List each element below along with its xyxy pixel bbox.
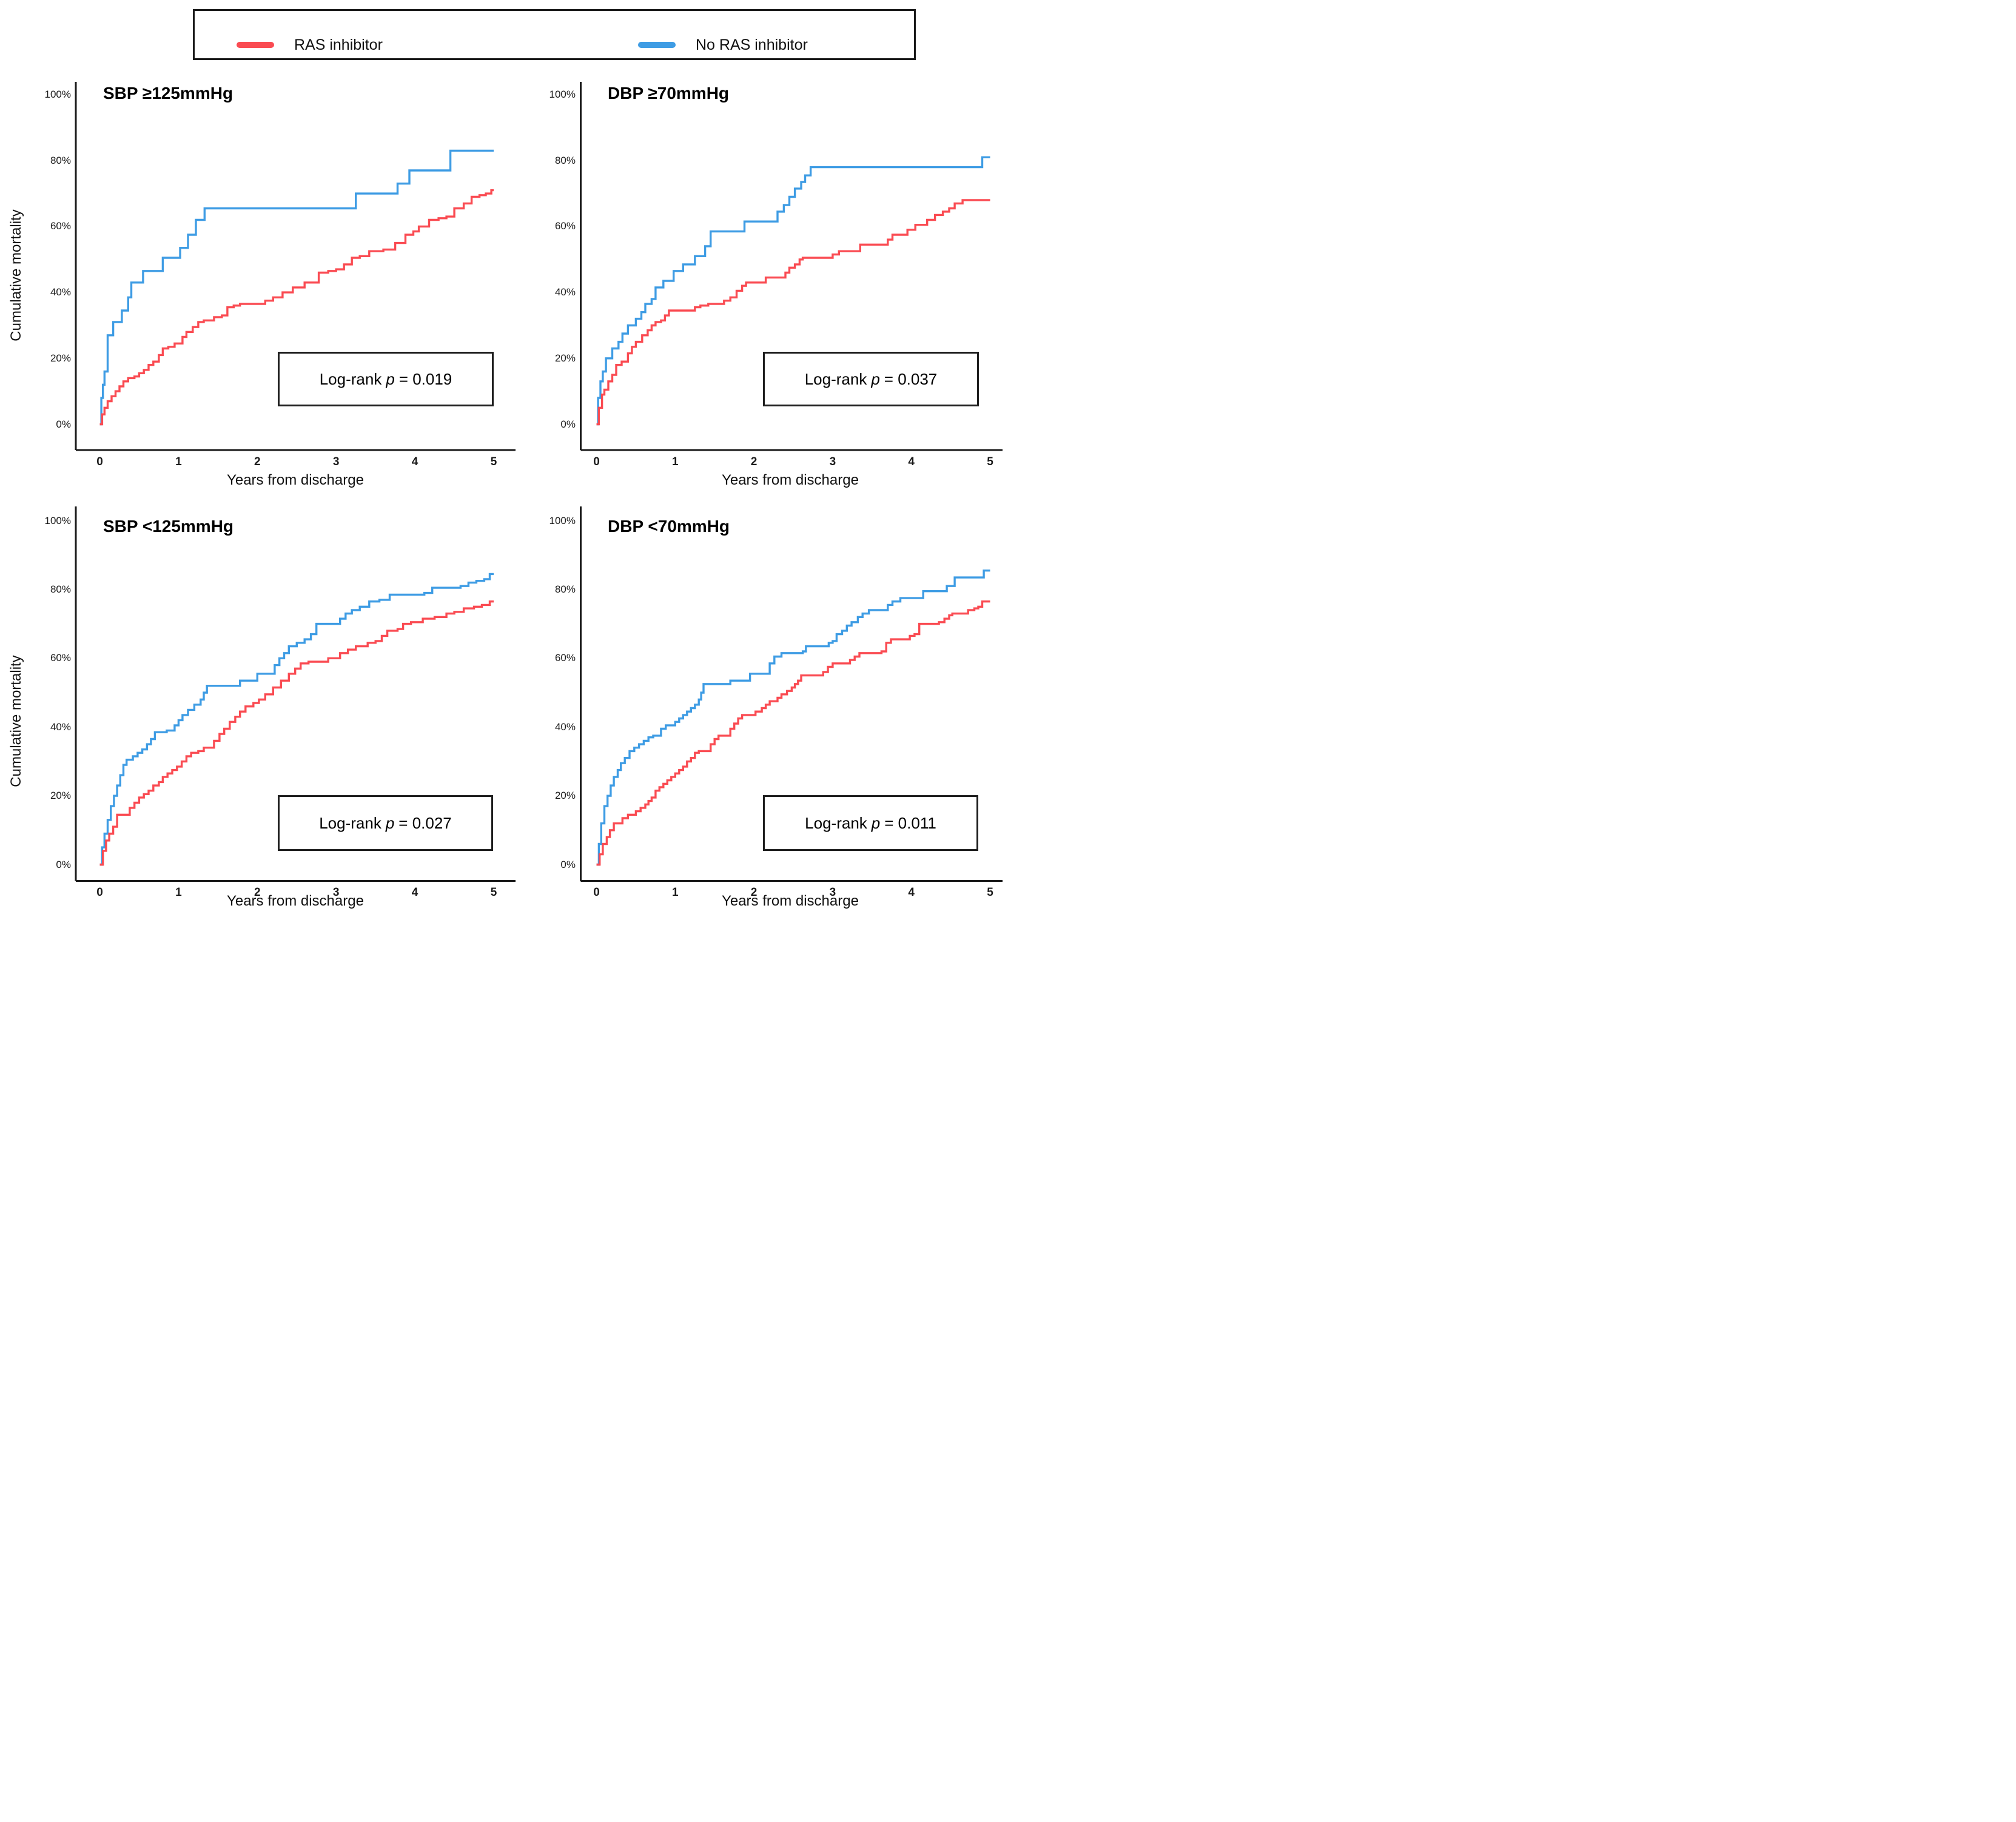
x-tick-label: 3 [332,886,340,899]
axis-lines [580,506,1003,882]
y-tick-label: 80% [554,154,576,166]
y-tick-label: 0% [560,418,576,430]
panel-2-pvalue-box: Log-rank p = 0.027 [278,795,493,851]
legend-item-no-ras: No RAS inhibitor [638,34,808,56]
x-tick-label: 3 [332,456,340,468]
x-tick-label: 0 [593,886,600,899]
y-tick-label: 40% [554,286,576,298]
axis-lines [75,82,516,451]
p-symbol: p [386,369,395,388]
no-ras-inhibitor-curve [99,149,494,426]
logrank-prefix: Log-rank [319,369,382,388]
y-tick-label: 40% [50,286,71,298]
x-tick-label: 5 [490,456,497,468]
x-tick-label: 3 [829,456,836,468]
y-tick-label: 20% [50,352,71,364]
panel-2-title: SBP <125mmHg [103,517,234,536]
no-ras-inhibitor-curve [596,156,990,426]
legend-item-ras: RAS inhibitor [237,34,383,56]
y-tick-label: 20% [554,352,576,364]
ras-inhibitor-curve [596,199,990,426]
x-tick-label: 0 [593,456,600,468]
logrank-prefix: Log-rank [319,813,381,832]
panel-0-svg [75,82,516,451]
p-value: = 0.019 [398,369,452,388]
y-tick-label: 0% [560,858,576,870]
x-tick-label: 5 [987,456,993,468]
y-tick-label: 60% [554,220,576,232]
x-tick-label: 2 [750,886,758,899]
y-tick-label: 80% [50,583,71,595]
legend-label-no-ras: No RAS inhibitor [696,36,808,53]
y-tick-label: 100% [549,514,576,526]
x-tick-label: 0 [96,886,103,899]
legend-box: RAS inhibitor No RAS inhibitor [193,9,916,60]
x-tick-label: 1 [672,886,679,899]
y-tick-label: 40% [50,721,71,733]
p-symbol: p [385,813,395,832]
ras-inhibitor-curve [596,600,990,866]
ras-line-swatch-icon [237,42,274,48]
p-value: = 0.027 [398,813,452,832]
x-tick-label: 3 [829,886,836,899]
y-tick-label: 100% [44,89,71,100]
y-tick-label: 0% [56,418,71,430]
y-tick-label: 20% [554,790,576,802]
y-tick-label: 100% [549,89,576,100]
no-ras-inhibitor-curve [99,573,494,866]
panel-1-svg [580,82,1003,451]
panel-3-pvalue-box: Log-rank p = 0.011 [763,795,978,851]
logrank-prefix: Log-rank [805,813,867,832]
x-tick-label: 5 [490,886,497,899]
y-tick-label: 20% [50,790,71,802]
panel-0-title: SBP ≥125mmHg [103,84,234,103]
panel-1-pvalue-box: Log-rank p = 0.037 [763,352,979,406]
panel-0-x-title: Years from discharge [227,472,364,488]
x-tick-label: 1 [672,456,679,468]
panel-3-svg [580,506,1003,882]
p-value: = 0.037 [884,369,938,388]
p-symbol: p [871,813,881,832]
panel-1-title: DBP ≥70mmHg [608,84,730,103]
x-tick-label: 2 [254,886,261,899]
x-tick-label: 2 [254,456,261,468]
legend-label-ras: RAS inhibitor [294,36,383,53]
ras-inhibitor-curve [99,189,494,426]
panel-0-pvalue-box: Log-rank p = 0.019 [278,352,494,406]
y-axis-title-top: Cumulative mortality [8,209,24,341]
y-tick-label: 60% [50,220,71,232]
x-tick-label: 2 [750,456,758,468]
panel-2-svg [75,506,516,882]
p-value: = 0.011 [884,813,936,832]
km-figure-canvas: RAS inhibitor No RAS inhibitor Cumulativ… [0,0,1008,911]
panel-2-x-title: Years from discharge [227,893,364,909]
y-tick-label: 60% [554,652,576,664]
y-tick-label: 60% [50,652,71,664]
y-tick-label: 80% [554,583,576,595]
x-tick-label: 4 [908,456,915,468]
no-ras-inhibitor-curve [596,570,990,866]
panel-3-title: DBP <70mmHg [608,517,730,536]
panel-1-x-title: Years from discharge [722,472,859,488]
y-tick-label: 100% [44,514,71,526]
panel-3-x-title: Years from discharge [722,893,859,909]
logrank-prefix: Log-rank [804,369,867,388]
y-tick-label: 80% [50,154,71,166]
x-tick-label: 0 [96,456,103,468]
x-tick-label: 4 [411,886,418,899]
axis-lines [580,82,1003,451]
x-tick-label: 5 [987,886,993,899]
p-symbol: p [871,369,880,388]
x-tick-label: 1 [175,456,182,468]
y-tick-label: 0% [56,858,71,870]
x-tick-label: 1 [175,886,182,899]
axis-lines [75,506,516,882]
x-tick-label: 4 [908,886,915,899]
x-tick-label: 4 [411,456,418,468]
y-axis-title-bottom: Cumulative mortality [8,655,24,787]
ras-inhibitor-curve [99,600,494,866]
y-tick-label: 40% [554,721,576,733]
no-ras-line-swatch-icon [638,42,676,48]
